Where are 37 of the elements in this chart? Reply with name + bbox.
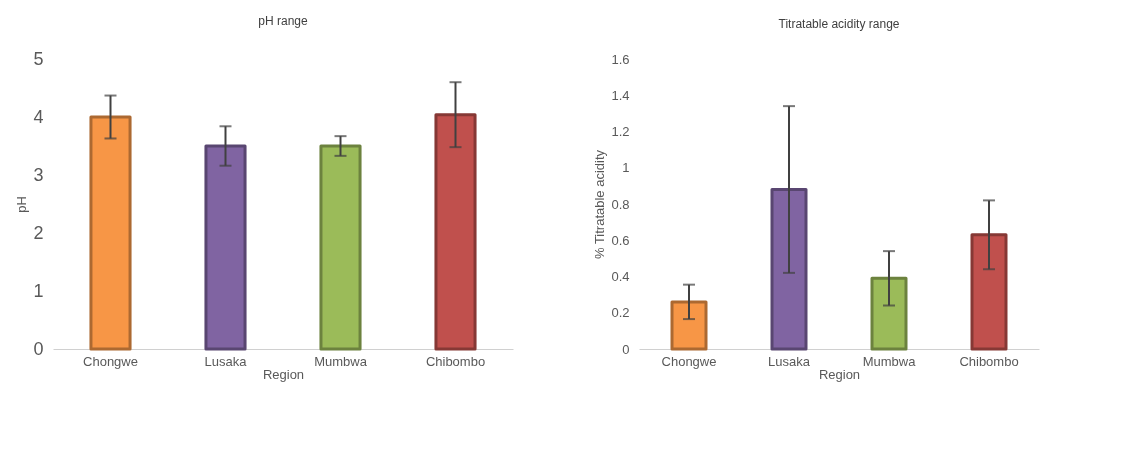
y-tick-label: 1.4	[611, 87, 630, 103]
bar	[319, 144, 362, 351]
y-tick-label: 3	[33, 164, 44, 185]
chart-title: pH range	[258, 14, 308, 28]
x-tick-label: Chibombo	[959, 353, 1019, 369]
x-tick-label: Mumbwa	[862, 353, 917, 369]
x-tick-label: Chongwe	[661, 353, 717, 369]
y-tick-label: 5	[33, 48, 44, 69]
x-axis-title: Region	[262, 366, 305, 382]
y-tick-label: 1	[33, 280, 44, 301]
y-tick-label: 1	[622, 160, 630, 176]
y-tick-label: 0	[622, 341, 630, 357]
x-tick-label: Lusaka	[204, 353, 248, 369]
bar	[434, 113, 477, 351]
bar	[870, 276, 908, 351]
x-tick-label: Chongwe	[83, 353, 138, 369]
bar	[970, 233, 1008, 351]
bar	[670, 300, 708, 351]
y-tick-label: 4	[33, 106, 44, 127]
bar	[770, 188, 808, 351]
y-axis-title: pH	[14, 196, 30, 213]
y-tick-label: 0.8	[611, 196, 630, 212]
x-tick-label: Lusaka	[768, 353, 811, 369]
x-axis-title: Region	[818, 366, 861, 382]
y-tick-label: 2	[33, 222, 44, 243]
y-tick-label: 1.2	[611, 124, 630, 139]
bar	[89, 115, 132, 351]
chart-title: Titratable acidity range	[778, 17, 900, 31]
y-tick-label: 0.4	[611, 269, 630, 284]
y-tick-label: 0	[33, 338, 44, 359]
x-tick-label: Chibombo	[425, 353, 486, 369]
bar	[204, 144, 247, 351]
x-tick-label: Mumbwa	[314, 353, 368, 369]
y-tick-label: 1.6	[611, 51, 630, 67]
y-tick-label: 0.6	[611, 232, 630, 248]
y-axis-title: % Titratable acidity	[592, 149, 608, 260]
y-tick-label: 0.2	[611, 305, 630, 321]
